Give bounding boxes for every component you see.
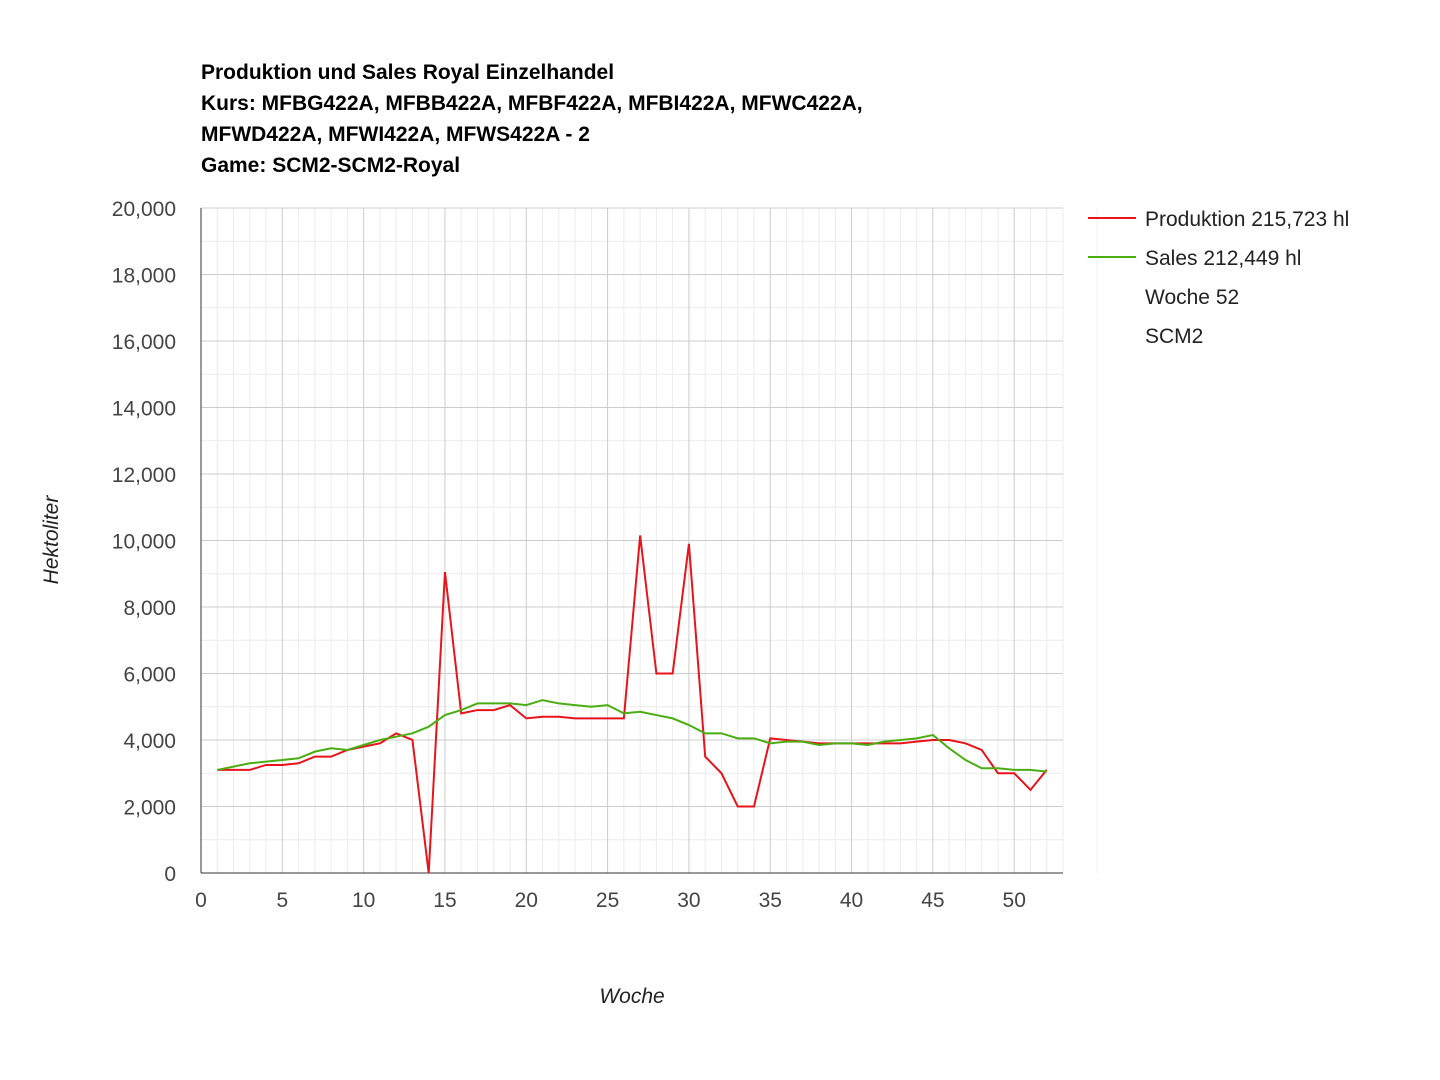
major-grid (201, 207, 1063, 873)
y-tick-label: 4,000 (123, 730, 176, 753)
x-tick-label: 10 (352, 889, 375, 912)
series-line-sales (217, 699, 1047, 773)
tick-labels: 0 5 10 15 20 25 30 35 40 45 50 0 2,000 4,000 6,000 8,00… (112, 198, 1026, 912)
y-tick-label: 20,000 (112, 198, 176, 221)
legend-label: Sales 212,449 hl (1145, 247, 1301, 270)
axes (200, 208, 1063, 874)
x-tick-label: 25 (596, 889, 619, 912)
legend-extra-label: SCM2 (1145, 325, 1203, 348)
y-tick-label: 10,000 (112, 531, 176, 554)
x-tick-label: 50 (1003, 889, 1026, 912)
y-axis-label: Hektoliter (40, 495, 63, 585)
legend-label: Produktion 215,723 hl (1145, 208, 1349, 231)
x-axis-label: Woche (599, 985, 664, 1008)
x-tick-label: 45 (921, 889, 944, 912)
x-tick-label: 20 (515, 889, 538, 912)
y-tick-label: 14,000 (112, 398, 176, 421)
y-tick-label: 8,000 (123, 597, 176, 620)
series-line-produktion (217, 535, 1048, 874)
legend-extra-label: Woche 52 (1145, 286, 1239, 309)
x-tick-label: 0 (195, 889, 207, 912)
x-tick-label: 5 (276, 889, 288, 912)
x-tick-label: 30 (677, 889, 700, 912)
y-tick-label: 16,000 (112, 331, 176, 354)
chart-title-line-3: MFWD422A, MFWI422A, MFWS422A - 2 (201, 123, 590, 146)
y-tick-label: 2,000 (123, 797, 176, 820)
series-lines (217, 535, 1048, 874)
x-tick-label: 15 (433, 889, 456, 912)
y-tick-label: 6,000 (123, 664, 176, 687)
y-tick-label: 18,000 (112, 265, 176, 288)
chart-title-line-1: Produktion und Sales Royal Einzelhandel (201, 61, 615, 84)
x-tick-label: 35 (759, 889, 782, 912)
chart-title-line-2: Kurs: MFBG422A, MFBB422A, MFBF422A, MFBI… (201, 92, 863, 115)
x-tick-label: 40 (840, 889, 863, 912)
chart-title-line-4: Game: SCM2-SCM2-Royal (201, 154, 461, 177)
y-tick-label: 0 (164, 863, 176, 886)
y-tick-label: 12,000 (112, 464, 176, 487)
legend: Produktion 215,723 hl Sales 212,449 hl Woc… (1088, 208, 1349, 348)
